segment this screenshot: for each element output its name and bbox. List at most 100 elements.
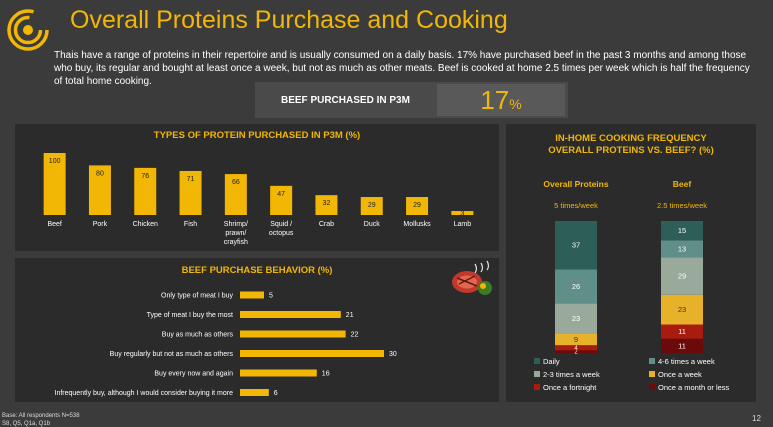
bar (43, 153, 66, 215)
stack-segment (555, 303, 597, 334)
beef-behavior-title: BEEF PURCHASE BEHAVIOR (%) (181, 265, 333, 276)
legend-label: Once a month or less (658, 383, 730, 392)
page-number: 12 (752, 414, 761, 423)
tick-label-line: Pork (93, 221, 108, 228)
bar (224, 174, 247, 215)
data-label: 30 (389, 351, 397, 358)
bar (406, 197, 429, 215)
protein-types-chart: 100 Beef 80 Pork 76 Chicken 71 Fish 66 Shrimp/pra… (43, 153, 474, 246)
data-label: 13 (678, 244, 686, 253)
concentric-arcs-logo (7, 9, 49, 51)
bar (240, 350, 384, 357)
category-label: Buy as much as others (162, 332, 234, 339)
legend-swatch (534, 371, 540, 377)
category-label: Buy every now and again (154, 371, 233, 378)
tick-label-line: Lamb (454, 221, 472, 228)
tick-label-line: Chicken (133, 221, 158, 228)
data-label: 11 (678, 341, 686, 350)
tick-label: Lamb (454, 221, 472, 228)
tick-label-line: Shrimp/ (224, 221, 248, 228)
tick-label: Squid / octopus (269, 221, 294, 237)
data-label: 23 (572, 314, 580, 323)
legend-swatch (534, 358, 540, 364)
data-label: 29 (368, 202, 376, 209)
bar (88, 165, 111, 215)
legend-label: Once a fortnight (543, 383, 597, 392)
legend-swatch (649, 371, 655, 377)
data-label: 2 (574, 350, 578, 356)
data-label: 9 (574, 335, 578, 344)
protein-types-title: TYPES OF PROTEIN PURCHASED IN P3M (%) (153, 130, 361, 141)
cooking-frequency-chart: Overall Proteins 5 times/week 24 9 23 26 37 Bee… (534, 179, 730, 392)
bar (240, 389, 269, 396)
tick-label-line: Beef (47, 221, 61, 228)
kpi-unit: % (509, 96, 522, 112)
legend-label: Once a week (658, 370, 702, 379)
tick-label-line: octopus (269, 230, 294, 237)
stack-segment (661, 294, 703, 325)
tick-label: Shrimp/prawn/crayfish (224, 221, 248, 246)
data-label: 5 (269, 293, 273, 300)
bar (240, 330, 346, 338)
intro-text: Thais have a range of proteins in their … (54, 50, 750, 87)
tick-label: Duck (364, 221, 380, 228)
data-label: 37 (572, 241, 580, 250)
bar (315, 195, 338, 215)
kpi-value: 17% (437, 84, 565, 116)
legend-swatch (534, 384, 540, 390)
stack-segment (555, 221, 597, 270)
stack-segment (661, 324, 703, 339)
column-header: Overall Proteins (543, 179, 608, 189)
legend-label: Daily (543, 357, 560, 366)
category-label: Buy regularly but not as much as others (110, 351, 234, 358)
kpi-number: 17 (480, 85, 510, 115)
category-label: Only type of meat I buy (161, 293, 233, 300)
data-label: 29 (413, 202, 421, 209)
data-label: 26 (572, 282, 580, 291)
stack-segment (661, 240, 703, 258)
data-label: 71 (187, 176, 195, 183)
beef-behavior-chart: Only type of meat I buy 5 Type of meat I b… (55, 291, 397, 397)
data-label: 15 (678, 226, 686, 235)
cooking-frequency-title: IN-HOME COOKING FREQUENCY OVERALL PROTEI… (548, 133, 714, 156)
column-header: Beef (673, 179, 692, 189)
tick-label-line: Mollusks (403, 221, 431, 228)
bar (360, 197, 383, 215)
footer-base: Base: All respondents N=538 (2, 413, 80, 419)
bar (179, 170, 202, 215)
stack-segment (555, 345, 597, 351)
data-label: 66 (232, 179, 240, 186)
bar (240, 311, 341, 318)
stack-segment (661, 257, 703, 295)
data-label: 21 (346, 312, 354, 319)
bar (451, 211, 474, 215)
tick-label: Mollusks (403, 221, 431, 228)
data-label: 11 (678, 327, 686, 336)
tick-label: Chicken (133, 221, 158, 228)
column-subtitle: 2.5 times/week (657, 201, 707, 210)
data-label: 22 (351, 332, 359, 339)
data-label: 32 (323, 200, 331, 207)
stack-segment (555, 350, 597, 353)
kpi-label: BEEF PURCHASED IN P3M (281, 95, 410, 106)
category-label: Type of meat I buy the most (147, 312, 233, 319)
tick-label-line: crayfish (224, 239, 248, 246)
data-label: 100 (49, 158, 61, 165)
legend-swatch (649, 384, 655, 390)
grilled-steak-icon (447, 258, 495, 298)
data-label: 23 (678, 305, 686, 314)
bar (240, 369, 317, 377)
tick-label-line: Crab (319, 221, 334, 228)
tick-label: Pork (93, 221, 108, 228)
data-label: 16 (322, 371, 330, 378)
legend-swatch (649, 358, 655, 364)
bar (270, 185, 293, 215)
tick-label-line: prawn/ (225, 230, 246, 237)
tick-label-line: Duck (364, 221, 380, 228)
column-subtitle: 5 times/week (554, 201, 598, 210)
legend-label: 4-6 times a week (658, 357, 715, 366)
data-label: 6 (274, 390, 278, 397)
data-label: 76 (141, 173, 149, 180)
tick-label: Crab (319, 221, 334, 228)
cooking-frequency-panel (506, 124, 756, 402)
